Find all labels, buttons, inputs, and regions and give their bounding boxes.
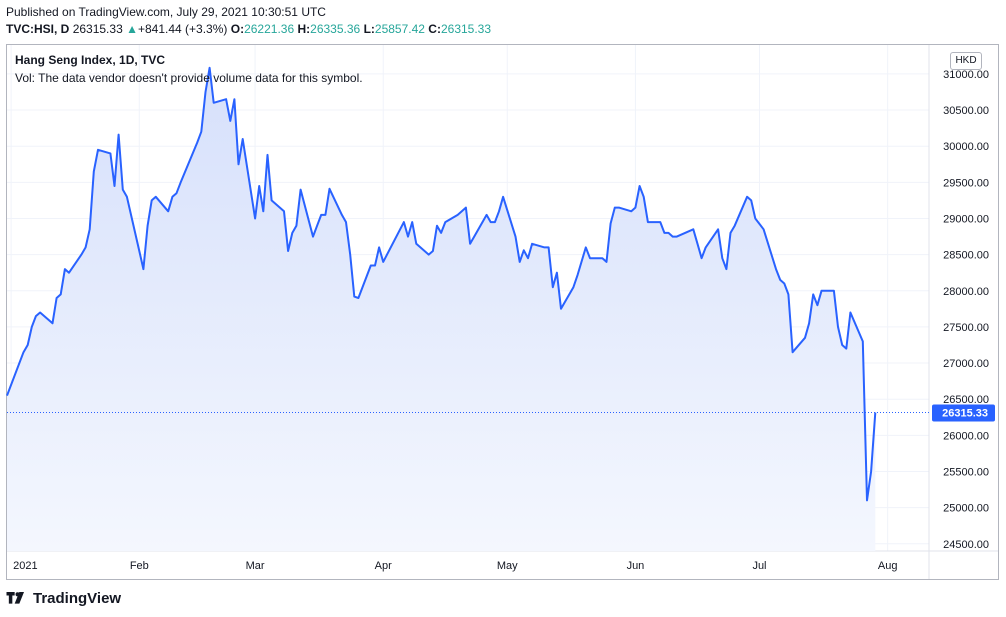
y-tick-label: 26500.00: [943, 394, 989, 406]
x-tick-label: 2021: [13, 560, 37, 572]
volume-note: Vol: The data vendor doesn't provide vol…: [15, 71, 363, 85]
x-tick-label: Jul: [752, 560, 766, 572]
currency-button[interactable]: HKD: [950, 52, 982, 70]
y-tick-label: 30000.00: [943, 141, 989, 153]
x-tick-label: Apr: [375, 560, 392, 572]
y-axis[interactable]: 24500.00 25000.00 25500.00 26000.00 26500.00…: [943, 69, 989, 551]
y-tick-label: 30500.00: [943, 105, 989, 117]
open-value: 26221.36: [244, 22, 295, 36]
close-value: 26315.33: [440, 22, 492, 36]
tradingview-logo-icon: [6, 591, 24, 604]
last-price: 26315.33: [72, 22, 123, 36]
chart-frame[interactable]: [6, 44, 999, 580]
symbol-label: TVC:HSI, D: [6, 22, 70, 36]
x-tick-label: Jun: [627, 560, 645, 572]
change-arrow-icon: ▲: [126, 22, 138, 36]
x-tick-label: Aug: [878, 560, 898, 572]
y-tick-label: 26000.00: [943, 430, 989, 442]
high-label: H:: [297, 22, 311, 36]
y-tick-label: 28000.00: [943, 286, 989, 298]
price-area-fill: [7, 67, 876, 552]
x-tick-label: Mar: [246, 560, 265, 572]
y-tick-label: 25000.00: [943, 503, 989, 515]
last-price-tag-label: 26315.33: [942, 408, 988, 420]
y-tick-label: 29500.00: [943, 177, 989, 189]
high-value: 26335.36: [310, 22, 361, 36]
price-line[interactable]: [6, 66, 877, 502]
y-tick-label: 24500.00: [943, 539, 989, 551]
y-tick-label: 25500.00: [943, 466, 989, 478]
y-tick-label: 28500.00: [943, 250, 989, 262]
low-label: L:: [363, 22, 375, 36]
tradingview-brand-label: TradingView: [33, 590, 122, 607]
close-label: C:: [428, 22, 441, 36]
x-axis[interactable]: 2021 Feb Mar Apr May Jun Jul Aug: [13, 560, 897, 572]
open-label: O:: [230, 22, 245, 36]
footer-brand[interactable]: TradingView: [6, 590, 121, 607]
x-tick-label: Feb: [130, 560, 149, 572]
last-price-tag: 26315.33: [932, 404, 995, 422]
ohlc-header: TVC:HSI, D 26315.33 ▲+841.44 (+3.3%) O:2…: [6, 22, 491, 36]
low-value: 25857.42: [374, 22, 425, 36]
y-tick-label: 27000.00: [943, 358, 989, 370]
x-tick-label: May: [497, 560, 518, 572]
chart-title: Hang Seng Index, 1D, TVC: [15, 53, 166, 67]
published-note: Published on TradingView.com, July 29, 2…: [6, 5, 326, 19]
y-tick-label: 31000.00: [943, 69, 989, 81]
y-tick-label: 29000.00: [943, 213, 989, 225]
change-value: +841.44 (+3.3%): [137, 22, 228, 36]
y-tick-label: 27500.00: [943, 322, 989, 334]
